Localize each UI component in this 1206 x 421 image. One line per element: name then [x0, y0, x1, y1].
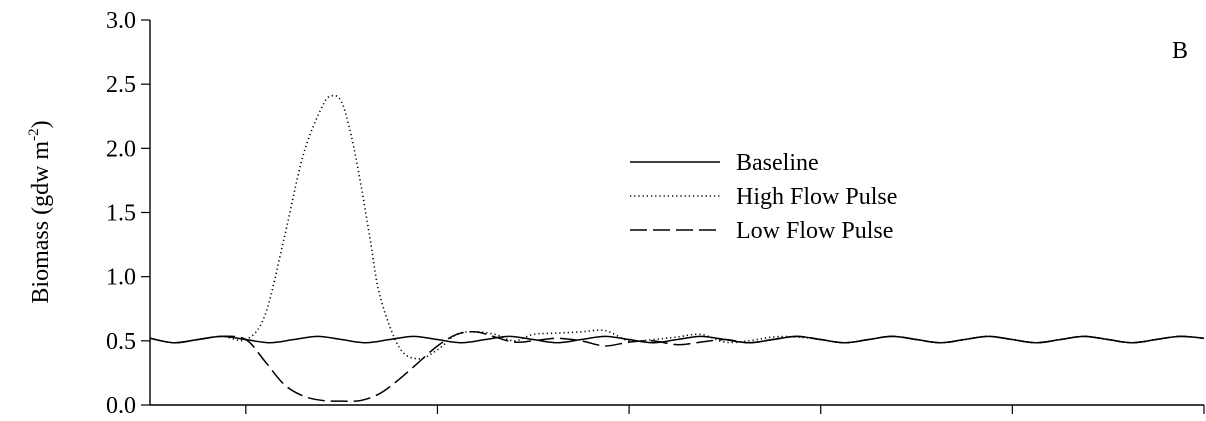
series-layer [149, 94, 1205, 403]
y-tick-label: 3.0 [106, 8, 136, 34]
y-tick-label: 0.0 [106, 393, 136, 419]
y-tick-label: 1.5 [106, 201, 136, 227]
y-tick-label: 1.0 [106, 265, 136, 291]
axes: 0.0 0.5 1.0 1.5 2.0 2.5 3.0 [106, 8, 1205, 419]
series-line-high-flow-pulse [149, 94, 1205, 360]
legend-label-low-flow-pulse: Low Flow Pulse [736, 218, 893, 244]
legend-label-baseline: Baseline [736, 150, 819, 176]
panel-label: B [1172, 38, 1188, 64]
y-tick-label: 2.0 [106, 136, 136, 162]
y-axis-label-superscript: -2 [26, 128, 42, 141]
legend-label-high-flow-pulse: High Flow Pulse [736, 184, 897, 210]
y-tick-label: 0.5 [106, 329, 136, 355]
y-tick-label: 2.5 [106, 72, 136, 98]
series-line-low-flow-pulse [149, 330, 1205, 403]
legend: Baseline High Flow Pulse Low Flow Pulse [630, 150, 897, 244]
y-axis-label-main: Biomass (gdw m [28, 141, 54, 304]
y-axis-label: Biomass (gdw m-2) [26, 120, 54, 303]
y-axis-label-close: ) [28, 120, 54, 128]
